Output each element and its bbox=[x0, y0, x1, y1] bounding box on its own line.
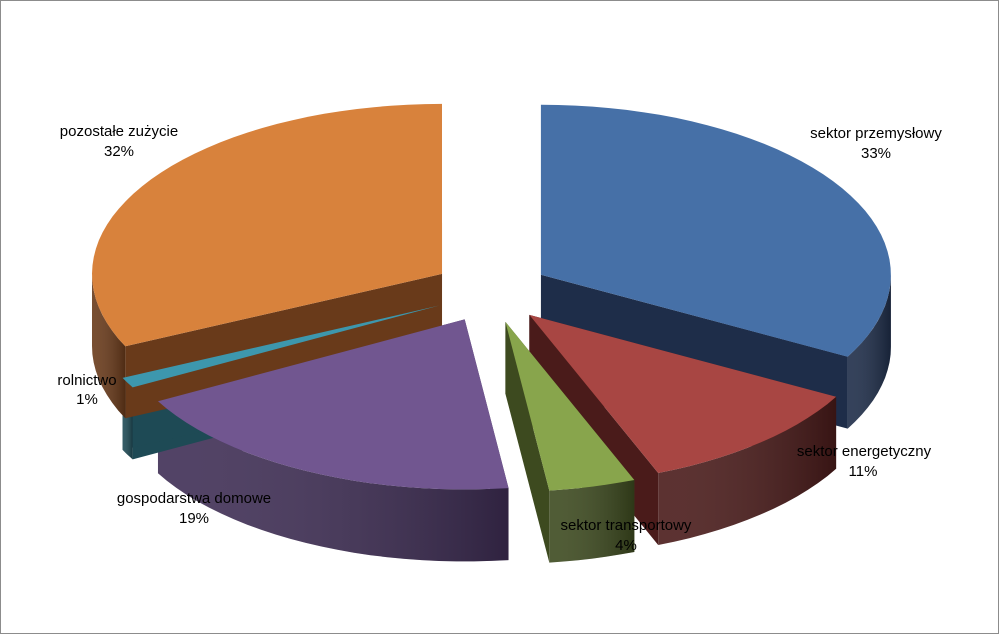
slice-pozosta-e-zu-ycie bbox=[92, 103, 443, 347]
value-transportowy: 4% bbox=[615, 537, 637, 554]
value-rolnictwo: 1% bbox=[76, 391, 98, 408]
slice-outer-shade-sektor-energetyczny bbox=[658, 396, 837, 545]
slice-tops bbox=[92, 103, 891, 491]
slice-outer-shade-sektor-przemys-owy bbox=[847, 274, 891, 429]
slice-gospodarstwa-domowe bbox=[158, 319, 509, 490]
value-pozostale: 32% bbox=[104, 143, 134, 160]
slice-outer-shade-gospodarstwa-domowe bbox=[158, 401, 509, 562]
value-energetyczny: 11% bbox=[849, 463, 878, 480]
slice-sektor-energetyczny bbox=[529, 314, 837, 473]
slice-rolnictwo bbox=[122, 305, 440, 388]
value-przemyslowy: 33% bbox=[861, 145, 891, 162]
label-pozostale: pozostałe zużycie bbox=[60, 123, 178, 140]
slice-outer-shade-sektor-transportowy bbox=[549, 480, 635, 563]
label-energetyczny: sektor energetyczny bbox=[797, 443, 932, 460]
label-przemyslowy: sektor przemysłowy bbox=[810, 125, 942, 142]
slice-outer-shade-pozosta-e-zu-ycie bbox=[92, 273, 126, 419]
label-rolnictwo: rolnictwo bbox=[57, 372, 116, 389]
label-gospodarstwa: gospodarstwa domowe bbox=[117, 490, 271, 507]
slice-sektor-transportowy bbox=[505, 321, 635, 491]
slice-sektor-przemys-owy bbox=[540, 104, 891, 357]
label-transportowy: sektor transportowy bbox=[561, 517, 692, 534]
slice-wall-sektor-transportowy-1 bbox=[505, 321, 550, 563]
value-gospodarstwa: 19% bbox=[179, 510, 209, 527]
